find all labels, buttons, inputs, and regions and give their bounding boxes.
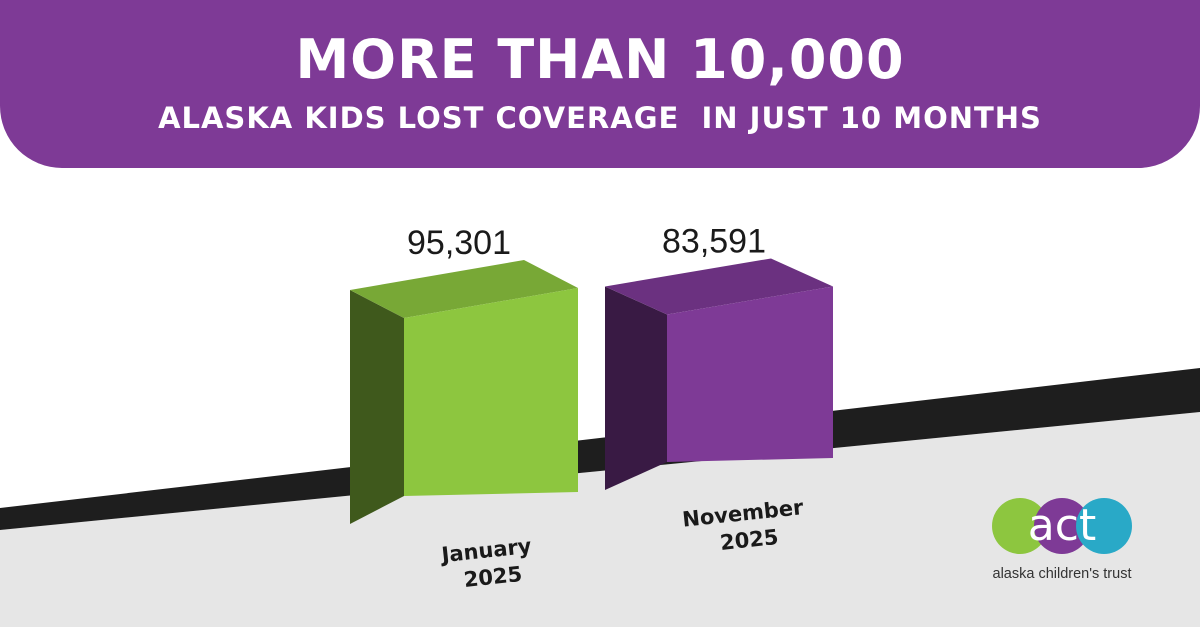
bar-front-january	[404, 288, 578, 496]
bar-side-january	[350, 290, 404, 524]
bar-side-november	[605, 286, 667, 490]
act-logo: act alaska children's trust	[992, 498, 1132, 582]
bar-top-january	[350, 260, 578, 318]
logo-circle-purple	[1034, 498, 1090, 554]
logo-mark: act	[1028, 500, 1096, 551]
logo-circle-teal	[1076, 498, 1132, 554]
bars-group	[350, 258, 833, 524]
page-title: MORE THAN 10,000	[295, 28, 905, 91]
value-label-november: 83,591	[662, 222, 766, 260]
value-label-january: 95,301	[407, 224, 511, 262]
header-banner	[0, 0, 1200, 168]
page-subtitle: ALASKA KIDS LOST COVERAGE IN JUST 10 MON…	[158, 101, 1042, 135]
bar-top-november	[605, 258, 833, 315]
logo-circle-green	[992, 498, 1048, 554]
logo-caption: alaska children's trust	[993, 566, 1132, 582]
bar-front-november	[667, 286, 833, 462]
floor-surface	[0, 412, 1200, 627]
floor-band	[0, 368, 1200, 530]
